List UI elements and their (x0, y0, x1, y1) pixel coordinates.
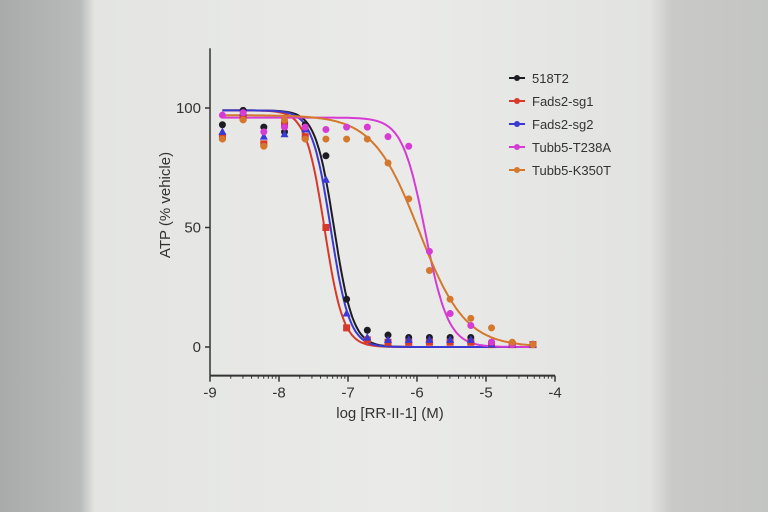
data-point (301, 123, 309, 131)
data-point (301, 135, 309, 143)
data-point (239, 116, 247, 124)
x-tick-label: -6 (410, 385, 423, 402)
data-point (322, 152, 330, 160)
y-tick-label: 0 (193, 339, 201, 356)
legend-label: Tubb5-T238A (532, 140, 611, 155)
legend-label: Fads2-sg2 (532, 117, 593, 132)
data-point (322, 126, 330, 134)
data-point (363, 326, 371, 334)
y-tick-label: 100 (176, 100, 201, 117)
legend-label: Tubb5-K350T (532, 163, 611, 178)
legend: 518T2 Fads2-sg1 Fads2-sg2 Tubb5-T238A Tubb5-… (509, 71, 611, 178)
data-point (446, 335, 455, 343)
data-point (384, 331, 392, 339)
data-point (343, 123, 351, 131)
data-point (363, 332, 372, 341)
data-point (405, 142, 413, 150)
data-point (466, 335, 475, 343)
data-point (404, 335, 413, 343)
data-point (218, 135, 226, 143)
data-point (425, 335, 434, 343)
fit-curve-fads2-sg2 (222, 109, 533, 348)
data-point (322, 224, 330, 231)
x-tick-label: -4 (548, 385, 561, 402)
legend-marker (514, 75, 520, 81)
x-axis-label: log [RR-II-1] (M) (336, 405, 444, 422)
data-point (342, 309, 351, 317)
data-point (322, 135, 330, 143)
data-point (280, 129, 289, 138)
data-point (446, 295, 454, 303)
data-point (218, 121, 226, 129)
data-point (405, 195, 413, 203)
data-point (446, 310, 454, 318)
y-axis-label: ATP (% vehicle) (157, 152, 174, 258)
data-point (425, 247, 433, 255)
data-point (259, 132, 268, 140)
data-point (467, 314, 475, 322)
fit-curves (222, 109, 533, 348)
legend-marker (514, 144, 520, 150)
data-point (363, 123, 371, 131)
x-tick-label: -7 (341, 385, 354, 402)
data-point (343, 295, 351, 303)
axes: -9 -8 -7 -6 -5 -4 0 50 100 (176, 48, 562, 402)
fit-curve-518t2 (222, 109, 533, 348)
data-point (260, 128, 268, 136)
data-point (363, 135, 371, 143)
data-point (488, 338, 496, 346)
data-point (488, 324, 496, 332)
legend-label: Fads2-sg1 (532, 94, 593, 109)
data-point (218, 127, 227, 135)
data-point (425, 267, 433, 275)
x-tick-label: -5 (479, 385, 492, 402)
y-tick-label: 50 (184, 220, 201, 237)
data-point (467, 321, 475, 329)
data-point (260, 142, 268, 150)
data-points (218, 106, 537, 349)
data-point (343, 324, 351, 332)
data-point (384, 133, 392, 141)
legend-marker (514, 121, 520, 127)
data-point (281, 123, 289, 131)
data-point (281, 116, 289, 124)
legend-marker (514, 98, 520, 104)
fit-curve-tubb5-k350t (222, 114, 533, 347)
legend-marker (514, 167, 520, 173)
fit-curve-fads2-sg1 (222, 109, 533, 348)
fit-curve-tubb5-t238a (222, 116, 533, 348)
x-tick-label: -8 (272, 385, 285, 402)
data-point (321, 175, 330, 183)
data-point (384, 159, 392, 167)
data-point (384, 335, 393, 343)
x-tick-label: -9 (203, 385, 216, 402)
data-point (508, 338, 516, 346)
data-point (529, 341, 537, 349)
data-point (218, 111, 226, 119)
legend-label: 518T2 (532, 71, 569, 86)
data-point (343, 135, 351, 143)
data-point (239, 109, 247, 117)
